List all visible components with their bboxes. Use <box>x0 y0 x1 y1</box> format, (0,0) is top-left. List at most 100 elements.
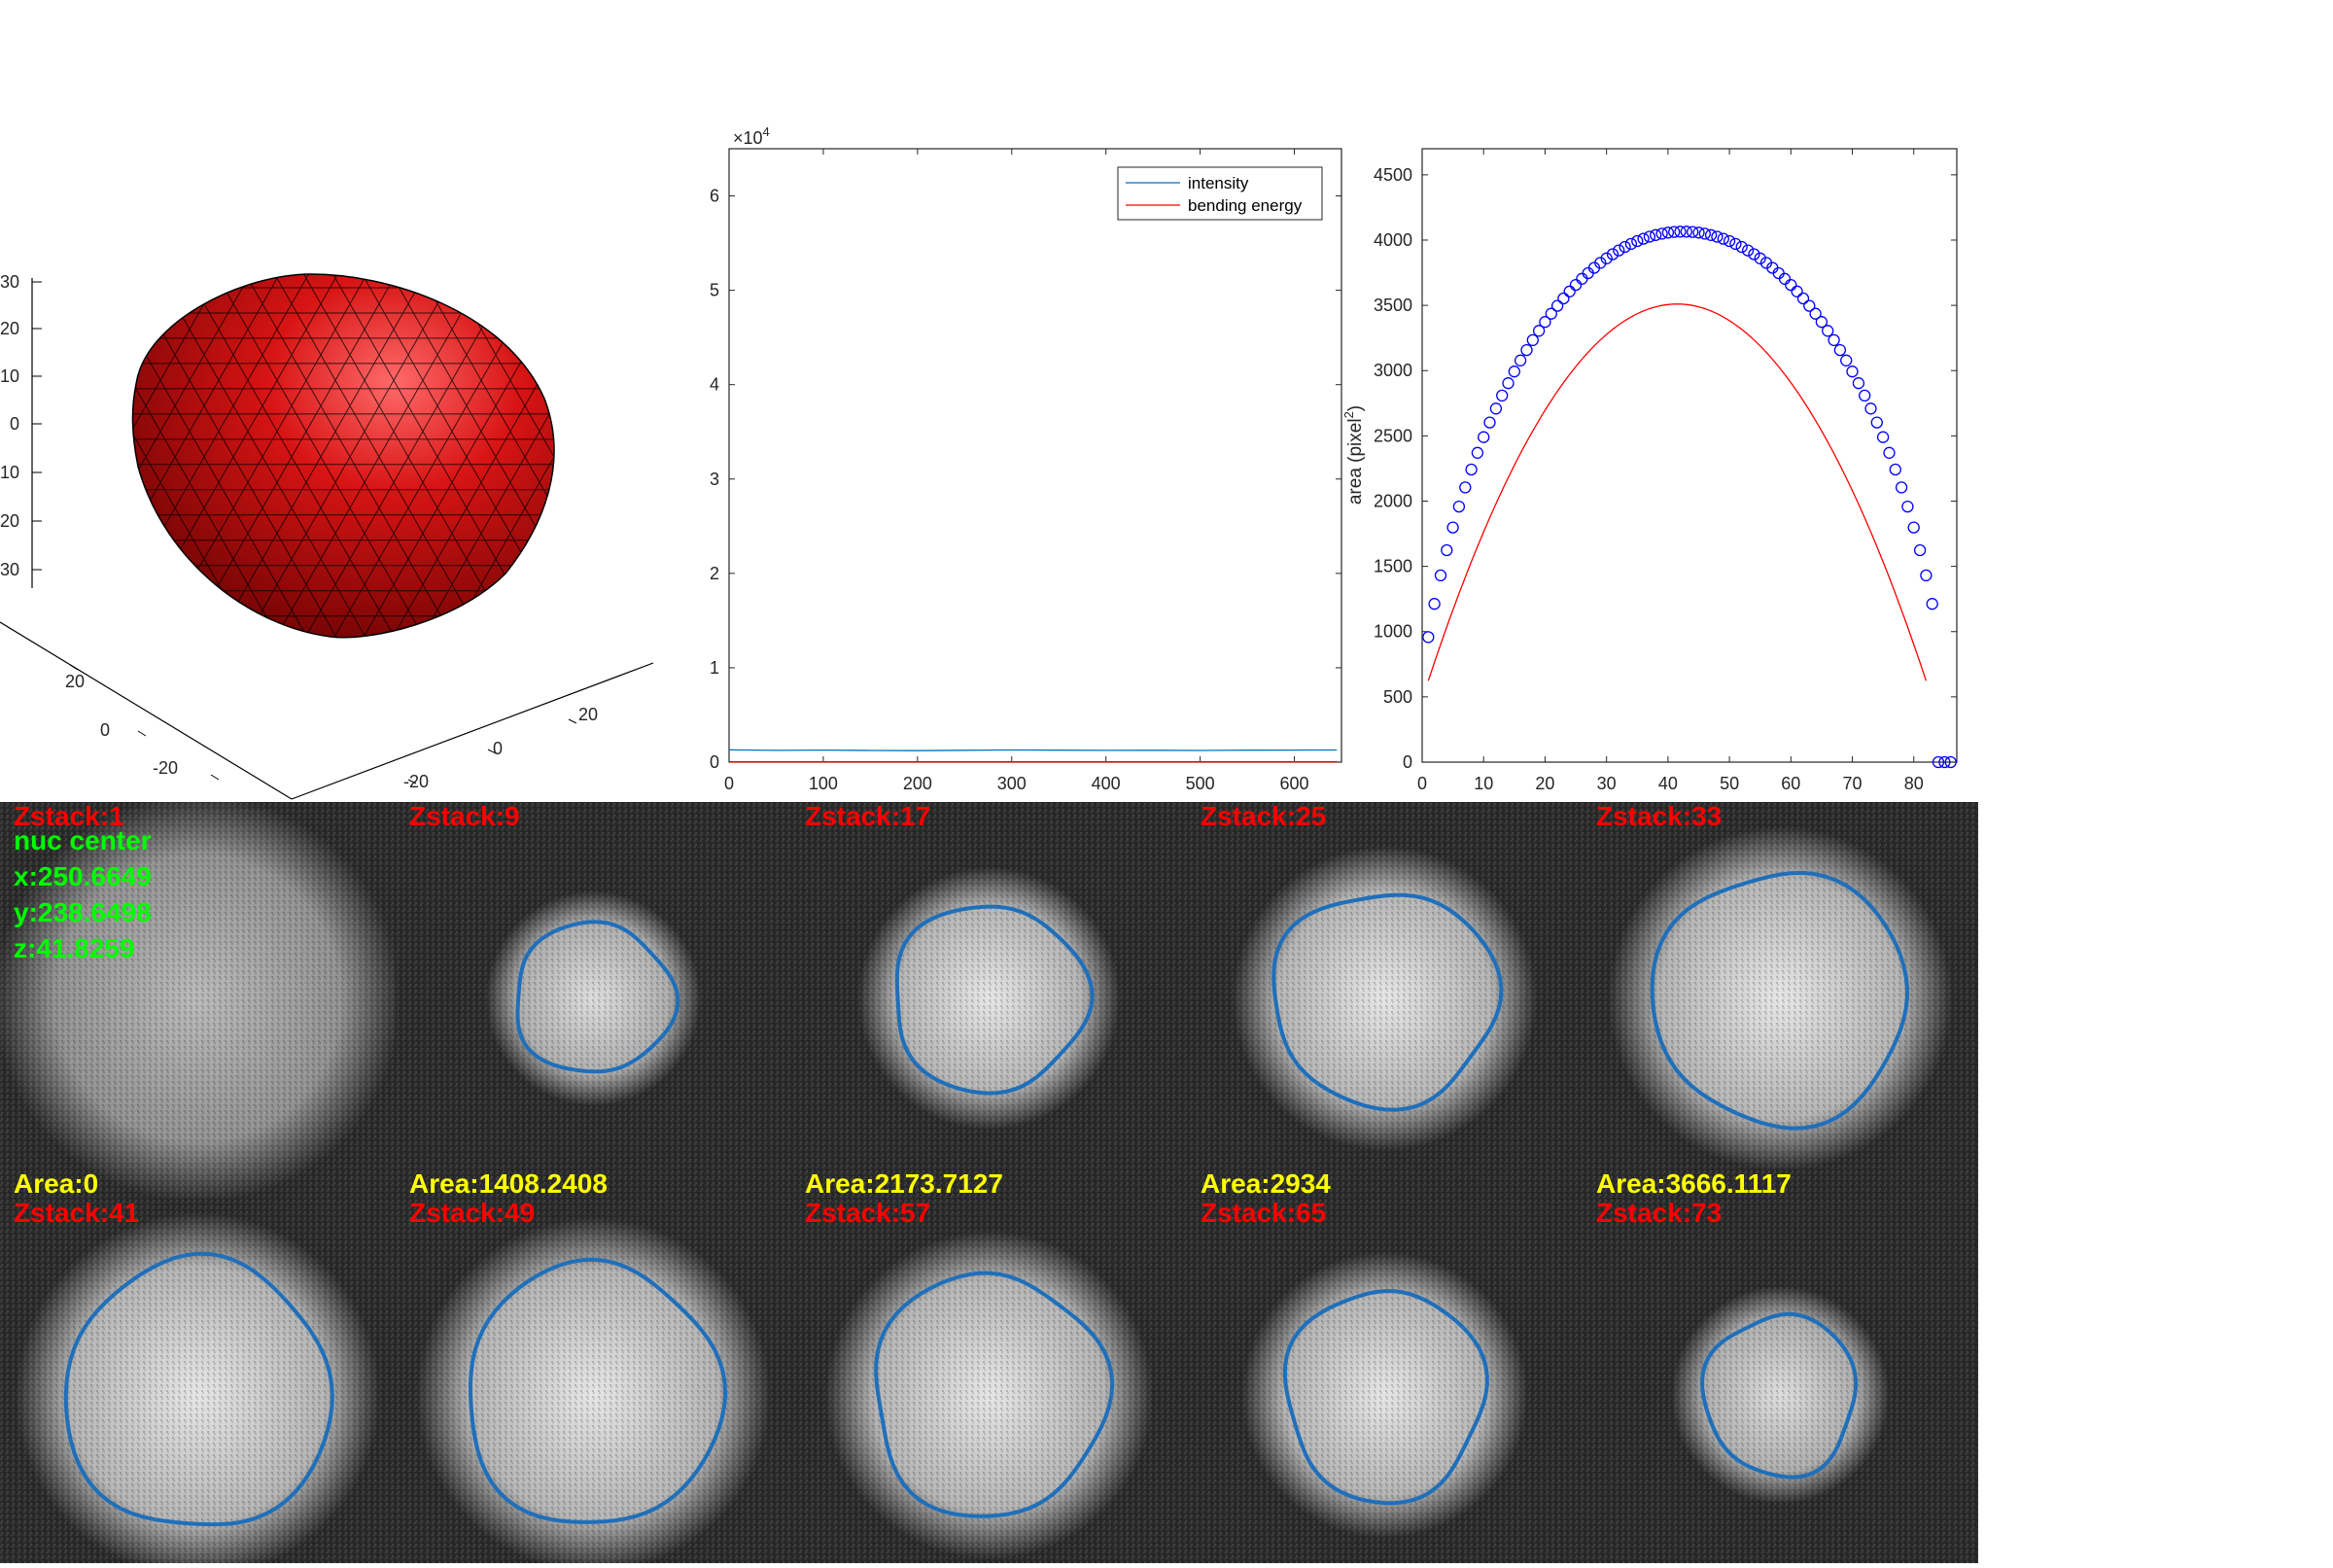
line-y-tick-label: 3 <box>710 470 719 489</box>
line-y-tick-label: 1 <box>710 658 719 678</box>
area-data-point <box>1938 755 1951 769</box>
zslice-tile: Zstack:65Area:2408.9017 <box>1187 1198 1583 1568</box>
line-y-tick-label: 2 <box>710 564 719 583</box>
area-x-tick-label: 70 <box>1843 774 1863 793</box>
area-y-tick-label: 2500 <box>1374 426 1412 445</box>
zstack-label: Zstack:65 <box>1201 1198 1326 1228</box>
zslice-tile: Zstack:9 Area:1408.2408 <box>396 801 791 1199</box>
nucleus-contour <box>468 1257 728 1524</box>
x-tick <box>407 779 417 784</box>
legend-bending-energy-label: bending energy <box>1188 196 1303 215</box>
nuc-center-title: nuc center <box>14 825 152 855</box>
nucleus-contour <box>1650 870 1909 1131</box>
zstack-label: Zstack:17 <box>805 801 930 831</box>
line-x-tick-label: 100 <box>809 774 838 793</box>
y-tick-label: 20 <box>65 672 85 691</box>
nucleus-contour <box>1700 1311 1859 1480</box>
area-y-tick-label: 1000 <box>1374 622 1412 642</box>
line-plot-area <box>728 148 1342 763</box>
area-label: Area:2173.7127 <box>805 1168 1003 1199</box>
area-data-point <box>1459 481 1472 494</box>
area-data-point <box>1502 377 1515 390</box>
area-data-point <box>1833 343 1847 357</box>
z-tick-label: 10 <box>0 366 19 386</box>
nuc-center-y: y:238.6498 <box>14 897 152 927</box>
area-data-point <box>1864 402 1877 415</box>
area-data-point <box>1637 232 1650 245</box>
panel-line-chart: 0 100 200 300 400 500 600 0 1 2 3 4 5 6 ×104 intensit… <box>710 124 1342 793</box>
zslice-noise <box>396 802 791 1199</box>
area-data-point <box>1876 431 1890 443</box>
area-data-point <box>1913 543 1927 557</box>
nuc-center-info: nuc center x:250.6649 y:238.6498 z:41.8259 <box>14 825 152 963</box>
area-data-point <box>1422 631 1435 644</box>
area-x-tick-label: 50 <box>1720 774 1739 793</box>
area-x-tick-label: 80 <box>1904 774 1924 793</box>
area-y-tick-label: 4000 <box>1374 230 1412 250</box>
zslice-tile: Zstack:25 Area:2934 <box>1187 801 1583 1199</box>
area-data-point <box>1803 299 1816 312</box>
line-y-tick-label: 5 <box>710 281 719 300</box>
zstack-label: Zstack:73 <box>1596 1198 1722 1228</box>
y-tick <box>69 664 79 671</box>
area-data-point <box>1624 237 1638 251</box>
z-tick-label: 20 <box>0 511 19 531</box>
zslice-noise <box>791 802 1187 1199</box>
area-data-point <box>1514 354 1527 366</box>
area-data-point <box>1932 755 1945 769</box>
area-data-point <box>1545 307 1557 320</box>
x-tick <box>568 718 577 724</box>
area-data-point <box>1478 431 1490 443</box>
area-data-point <box>1680 226 1692 238</box>
area-plot-area <box>1421 148 1958 763</box>
area-data-point <box>1606 248 1619 261</box>
area-data-point <box>1550 299 1564 312</box>
zslice-noise <box>396 1199 791 1568</box>
line-x-tick-label: 200 <box>903 774 932 793</box>
area-label: Area:0 <box>14 1168 98 1199</box>
intensity-line <box>728 749 1338 751</box>
zstack-label: Zstack:33 <box>1596 801 1722 831</box>
area-data-point <box>1852 377 1865 390</box>
area-data-point <box>1754 252 1766 264</box>
area-data-point <box>1441 543 1453 557</box>
x-tick-label: 0 <box>493 739 503 758</box>
area-data-point <box>1717 232 1729 245</box>
nucleus-contour <box>894 904 1095 1096</box>
area-y-tick-label: 3000 <box>1374 361 1412 380</box>
area-chart-series <box>1422 226 1957 769</box>
line-y-tick-label: 0 <box>710 752 719 772</box>
x-axis-line <box>291 662 654 800</box>
area-data-point <box>1674 226 1687 238</box>
area-data-point <box>1613 244 1625 257</box>
area-data-point <box>1452 500 1466 513</box>
area-y-tick-label: 2000 <box>1374 491 1412 510</box>
area-data-point <box>1569 278 1583 292</box>
area-data-point <box>1920 569 1933 582</box>
line-chart-ticks: 0 100 200 300 400 500 600 0 1 2 3 4 5 6 <box>710 149 1341 793</box>
area-data-point <box>1729 237 1742 251</box>
area-data-point <box>1489 402 1503 415</box>
area-data-point <box>1901 500 1914 513</box>
area-fit-line <box>1427 303 1928 681</box>
area-y-tick-label: 1500 <box>1374 557 1412 576</box>
area-data-point <box>1655 227 1668 240</box>
area-data-point <box>1434 569 1447 582</box>
area-y-tick-label: 500 <box>1383 687 1412 707</box>
area-label: Area:3666.1117 <box>1596 1168 1792 1199</box>
area-data-point <box>1895 481 1908 494</box>
area-data-point <box>1520 343 1533 357</box>
area-data-point <box>1446 521 1459 534</box>
zslice-noise <box>1187 802 1583 1199</box>
line-chart-exponent: ×104 <box>733 124 770 148</box>
area-data-point <box>1650 228 1662 241</box>
area-y-tick-label: 0 <box>1403 752 1412 772</box>
area-data-point <box>1687 226 1699 238</box>
area-data-point <box>1840 354 1853 366</box>
area-data-point <box>1822 325 1834 337</box>
zslice-noise <box>1583 1199 1978 1568</box>
line-x-tick-label: 400 <box>1092 774 1121 793</box>
line-x-tick-label: 500 <box>1186 774 1215 793</box>
zstack-label: Zstack:1 <box>14 801 124 831</box>
